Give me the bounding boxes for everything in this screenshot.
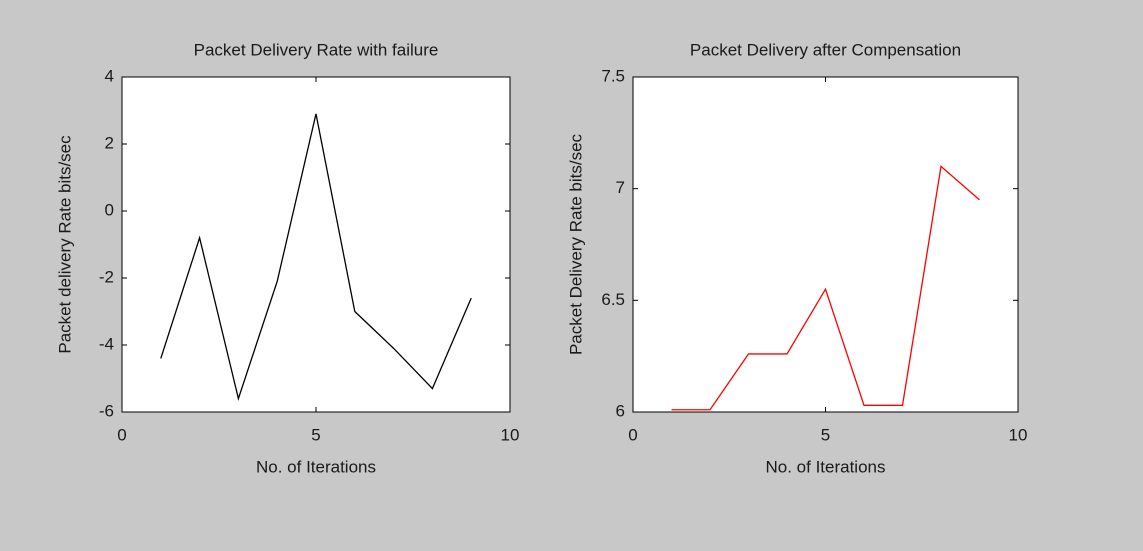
- y-tick-label: 4: [105, 66, 114, 85]
- plot-area: [632, 76, 1019, 413]
- chart-title: Packet Delivery after Compensation: [690, 40, 961, 59]
- y-tick-label: 7.5: [601, 66, 625, 85]
- x-axis-label: No. of Iterations: [765, 457, 885, 476]
- data-line: [671, 165, 980, 411]
- data-line: [160, 113, 472, 401]
- y-tick-label: -6: [99, 401, 114, 420]
- y-tick-label: 6: [616, 401, 625, 420]
- chart-title: Packet Delivery Rate with failure: [194, 40, 439, 59]
- x-tick-label: 5: [311, 425, 320, 444]
- x-tick-label: 5: [821, 425, 830, 444]
- x-axis-label: No. of Iterations: [256, 457, 376, 476]
- y-axis-label: Packet Delivery Rate bits/sec: [566, 133, 585, 355]
- y-tick-label: -4: [99, 334, 114, 353]
- y-tick-label: 0: [105, 200, 114, 219]
- plot-area: [121, 76, 511, 413]
- y-axis-label: Packet delivery Rate bits/sec: [55, 135, 74, 354]
- y-tick-label: 2: [105, 133, 114, 152]
- x-tick-label: 0: [628, 425, 637, 444]
- x-tick-label: 10: [1009, 425, 1028, 444]
- x-tick-label: 10: [501, 425, 520, 444]
- y-tick-label: 6.5: [601, 290, 625, 309]
- y-tick-label: 7: [616, 178, 625, 197]
- x-tick-label: 0: [117, 425, 126, 444]
- y-tick-label: -2: [99, 267, 114, 286]
